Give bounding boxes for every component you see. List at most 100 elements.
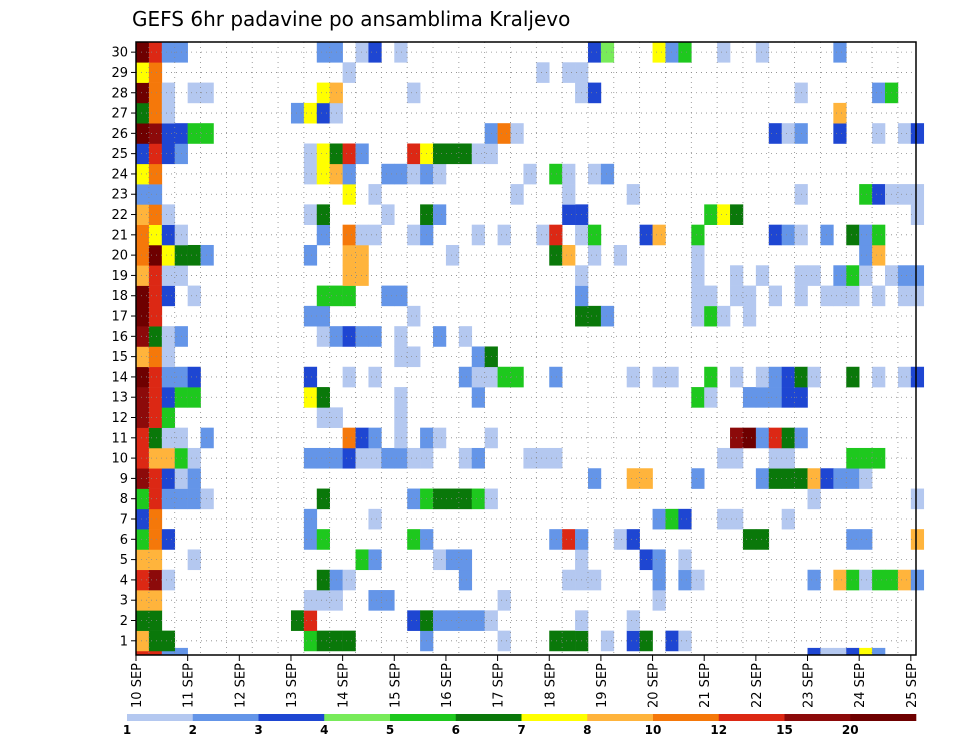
heatmap-cell (872, 366, 886, 388)
heatmap-cell (394, 163, 408, 185)
heatmap-cell (303, 366, 318, 388)
x-axis: 10 SEP 11 SEP 12 SEP 13 SEP 14 SEP 15 SEP 16 S… (130, 655, 920, 708)
heatmap-cell (407, 346, 421, 368)
heatmap-cell (678, 569, 692, 591)
x-tick-label: 15 SEP (388, 663, 403, 708)
heatmap-cell (781, 387, 795, 408)
heatmap-cell (303, 305, 318, 327)
heatmap-cell (148, 163, 163, 185)
x-tick-label: 20 SEP (647, 663, 662, 708)
heatmap-cell (536, 62, 550, 83)
heatmap-cell (136, 82, 150, 104)
legend-swatch (192, 714, 259, 721)
heatmap-cell (549, 163, 563, 185)
heatmap-cell (510, 123, 524, 144)
y-tick-label: 11 (111, 431, 128, 446)
heatmap-cell (161, 143, 176, 165)
heatmap-cell (342, 62, 356, 83)
y-axis: 1234567891011121314151617181920212223242… (111, 46, 136, 649)
heatmap-cell (136, 163, 150, 185)
heatmap-cell (833, 468, 847, 489)
heatmap-cell (445, 488, 460, 510)
heatmap-cell (136, 630, 150, 652)
heatmap-cell (536, 447, 550, 469)
heatmap-cell (587, 224, 602, 246)
heatmap-cell (187, 549, 201, 571)
heatmap-cell (846, 366, 860, 388)
heatmap-cell (316, 42, 330, 63)
heatmap-cell (303, 163, 318, 185)
heatmap-cell (678, 508, 692, 530)
heatmap-cell (148, 488, 163, 510)
heatmap-cell (562, 204, 576, 225)
y-tick-label: 9 (120, 472, 128, 487)
heatmap-cell (407, 610, 421, 631)
heatmap-cell (136, 326, 150, 347)
heatmap-cell (407, 163, 421, 185)
heatmap-cell (368, 427, 382, 449)
heatmap-cell (161, 427, 176, 449)
heatmap-cell (342, 265, 356, 286)
heatmap-cell (807, 366, 821, 388)
heatmap-cells (136, 42, 925, 656)
heatmap-cell (433, 549, 447, 571)
heatmap-cell (872, 82, 886, 104)
heatmap-cell (691, 224, 705, 246)
heatmap-cell (316, 447, 330, 469)
heatmap-cell (355, 265, 369, 286)
legend-swatch (718, 714, 785, 721)
heatmap-cell (717, 508, 731, 530)
heatmap-cell (381, 447, 395, 469)
heatmap-cell (846, 447, 860, 469)
heatmap-cell (187, 366, 201, 388)
heatmap-cell (820, 647, 834, 656)
legend-label: 1 (123, 723, 131, 737)
heatmap-cell (136, 549, 150, 571)
heatmap-cell (290, 102, 305, 124)
heatmap-cell (368, 42, 382, 63)
heatmap-cell (148, 630, 163, 652)
heatmap-cell (161, 42, 176, 63)
heatmap-cell (161, 326, 176, 347)
heatmap-cell (161, 468, 176, 489)
heatmap-cell (136, 508, 150, 530)
heatmap-cell (136, 265, 150, 286)
plot-frame (135, 41, 917, 656)
heatmap-cell (510, 184, 524, 205)
heatmap-cell (316, 630, 330, 652)
heatmap-cell (368, 224, 382, 246)
x-tick-label: 14 SEP (337, 663, 352, 708)
heatmap-cell (768, 447, 782, 469)
heatmap-cell (394, 447, 408, 469)
heatmap-cell (859, 529, 873, 550)
heatmap-cell (200, 427, 214, 449)
heatmap-cell (859, 184, 873, 205)
heatmap-cell (148, 447, 163, 469)
heatmap-cell (665, 508, 679, 530)
heatmap-cell (394, 427, 408, 449)
heatmap-cell (807, 569, 821, 591)
heatmap-cell (187, 285, 201, 307)
y-tick-label: 24 (111, 167, 128, 182)
heatmap-cell (600, 42, 615, 63)
y-tick-label: 23 (111, 188, 128, 203)
y-tick-label: 12 (111, 411, 128, 426)
legend-label: 8 (583, 723, 591, 737)
heatmap-cell (136, 647, 150, 656)
heatmap-cell (316, 326, 330, 347)
heatmap-cell (458, 143, 473, 165)
x-tick-label: 13 SEP (285, 663, 300, 708)
heatmap-cell (148, 407, 163, 428)
x-tick-label: 17 SEP (492, 663, 507, 708)
heatmap-cell (562, 163, 576, 185)
heatmap-cell (161, 244, 176, 266)
heatmap-cell (523, 447, 537, 469)
heatmap-cell (587, 82, 602, 104)
heatmap-cell (846, 265, 860, 286)
heatmap-cell (458, 549, 473, 571)
heatmap-cell (781, 447, 795, 469)
heatmap-cell (691, 285, 705, 307)
heatmap-cell (161, 123, 176, 144)
heatmap-cell (394, 407, 408, 428)
